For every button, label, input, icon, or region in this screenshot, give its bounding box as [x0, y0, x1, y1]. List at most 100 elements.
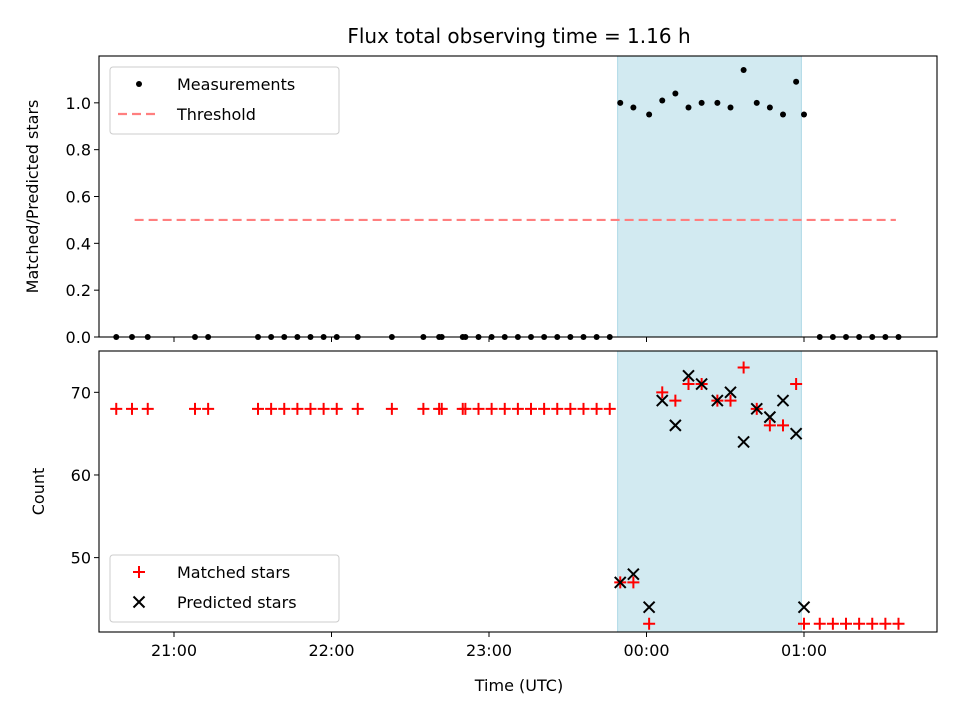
data-point: [617, 99, 624, 106]
data-point: [763, 419, 776, 432]
y-tick-label: 0.0: [66, 328, 91, 347]
data-point: [614, 576, 627, 589]
legend-box: [109, 66, 340, 135]
x-tick-label: 01:00: [781, 641, 827, 660]
y-axis-label: Count: [29, 468, 48, 516]
data-point: [797, 600, 811, 614]
legend-label: Matched stars: [177, 563, 290, 582]
data-point: [630, 104, 637, 111]
legend-marker: [132, 595, 146, 609]
data-point: [656, 394, 669, 407]
legend: Measurements Threshold: [109, 66, 340, 135]
legend: Matched stars Predicted stars: [109, 554, 340, 623]
data-point: [798, 617, 810, 630]
data-point: [669, 419, 682, 432]
data-point: [525, 402, 537, 415]
data-point: [511, 402, 524, 415]
data-point: [695, 377, 708, 391]
data-point: [777, 419, 789, 432]
data-point: [627, 567, 640, 581]
data-point: [485, 402, 498, 415]
y-tick-label: 1.0: [66, 94, 91, 113]
x-tick-label: 21:00: [151, 641, 197, 660]
x-axis-label: Time (UTC): [474, 676, 563, 695]
data-point: [801, 111, 807, 118]
data-point: [724, 386, 737, 399]
legend-marker: [133, 566, 145, 578]
data-point: [291, 402, 304, 415]
data-point: [472, 402, 485, 415]
data-point: [727, 104, 734, 111]
data-point: [642, 600, 656, 614]
data-point: [110, 402, 123, 415]
data-point: [551, 402, 564, 415]
y-tick-label: 0.2: [66, 281, 91, 300]
y-tick-label: 0.4: [66, 234, 91, 253]
data-point: [435, 402, 448, 415]
data-point: [740, 67, 747, 74]
data-point: [750, 402, 763, 416]
legend-marker: [136, 81, 142, 87]
data-point: [141, 402, 154, 415]
axis-frame: [98, 55, 938, 338]
data-point: [763, 410, 777, 424]
data-point: [265, 402, 278, 415]
y-tick-label: 50: [71, 549, 91, 568]
data-point: [892, 617, 905, 630]
data-point: [753, 99, 760, 106]
data-point: [351, 402, 364, 415]
highlight-span: [617, 56, 802, 337]
data-point: [672, 90, 679, 97]
data-point: [659, 97, 666, 104]
highlight-span: [617, 351, 802, 632]
data-point: [866, 617, 879, 630]
data-point: [627, 576, 640, 589]
y-axis-label: Matched/Predicted stars: [23, 100, 42, 294]
data-point: [202, 402, 215, 415]
data-point: [590, 402, 603, 415]
y-tick-label: 70: [71, 383, 91, 402]
data-point: [853, 617, 866, 630]
legend-label: Predicted stars: [177, 593, 297, 612]
data-point: [790, 378, 803, 391]
data-point: [538, 402, 551, 415]
data-point: [714, 99, 721, 106]
legend-box: [109, 554, 340, 623]
data-point: [766, 104, 773, 111]
data-point: [459, 402, 472, 415]
data-point: [498, 402, 511, 415]
data-point: [737, 361, 750, 374]
axis-frame: [98, 350, 938, 633]
data-point: [304, 402, 317, 415]
data-point: [698, 99, 705, 106]
data-point: [330, 402, 343, 415]
top-panel: 0.0 0.2 0.4 0.6 0.8 1.0 Matched/Predicted star…: [23, 55, 938, 347]
series-predicted-stars: [614, 369, 811, 614]
data-point: [564, 402, 577, 415]
y-tick-label: 60: [71, 466, 91, 485]
data-point: [724, 394, 737, 407]
data-point: [643, 617, 656, 630]
data-point: [669, 394, 682, 407]
data-point: [385, 402, 398, 415]
data-point: [682, 378, 695, 391]
data-point: [840, 617, 852, 630]
x-tick-label: 22:00: [308, 641, 354, 660]
x-tick-label: 23:00: [466, 641, 512, 660]
data-point: [737, 435, 750, 449]
data-point: [793, 78, 800, 85]
data-point: [646, 111, 653, 118]
data-point: [189, 402, 201, 415]
chart-title: Flux total observing time = 1.16 h: [347, 24, 690, 48]
data-point: [278, 402, 291, 415]
legend-label: Threshold: [176, 105, 256, 124]
data-point: [417, 402, 430, 415]
legend-label: Measurements: [177, 75, 295, 94]
data-point: [711, 394, 724, 407]
data-point: [126, 402, 138, 415]
data-point: [780, 111, 786, 118]
data-point: [577, 402, 590, 415]
data-point: [789, 427, 803, 440]
data-point: [603, 402, 616, 415]
